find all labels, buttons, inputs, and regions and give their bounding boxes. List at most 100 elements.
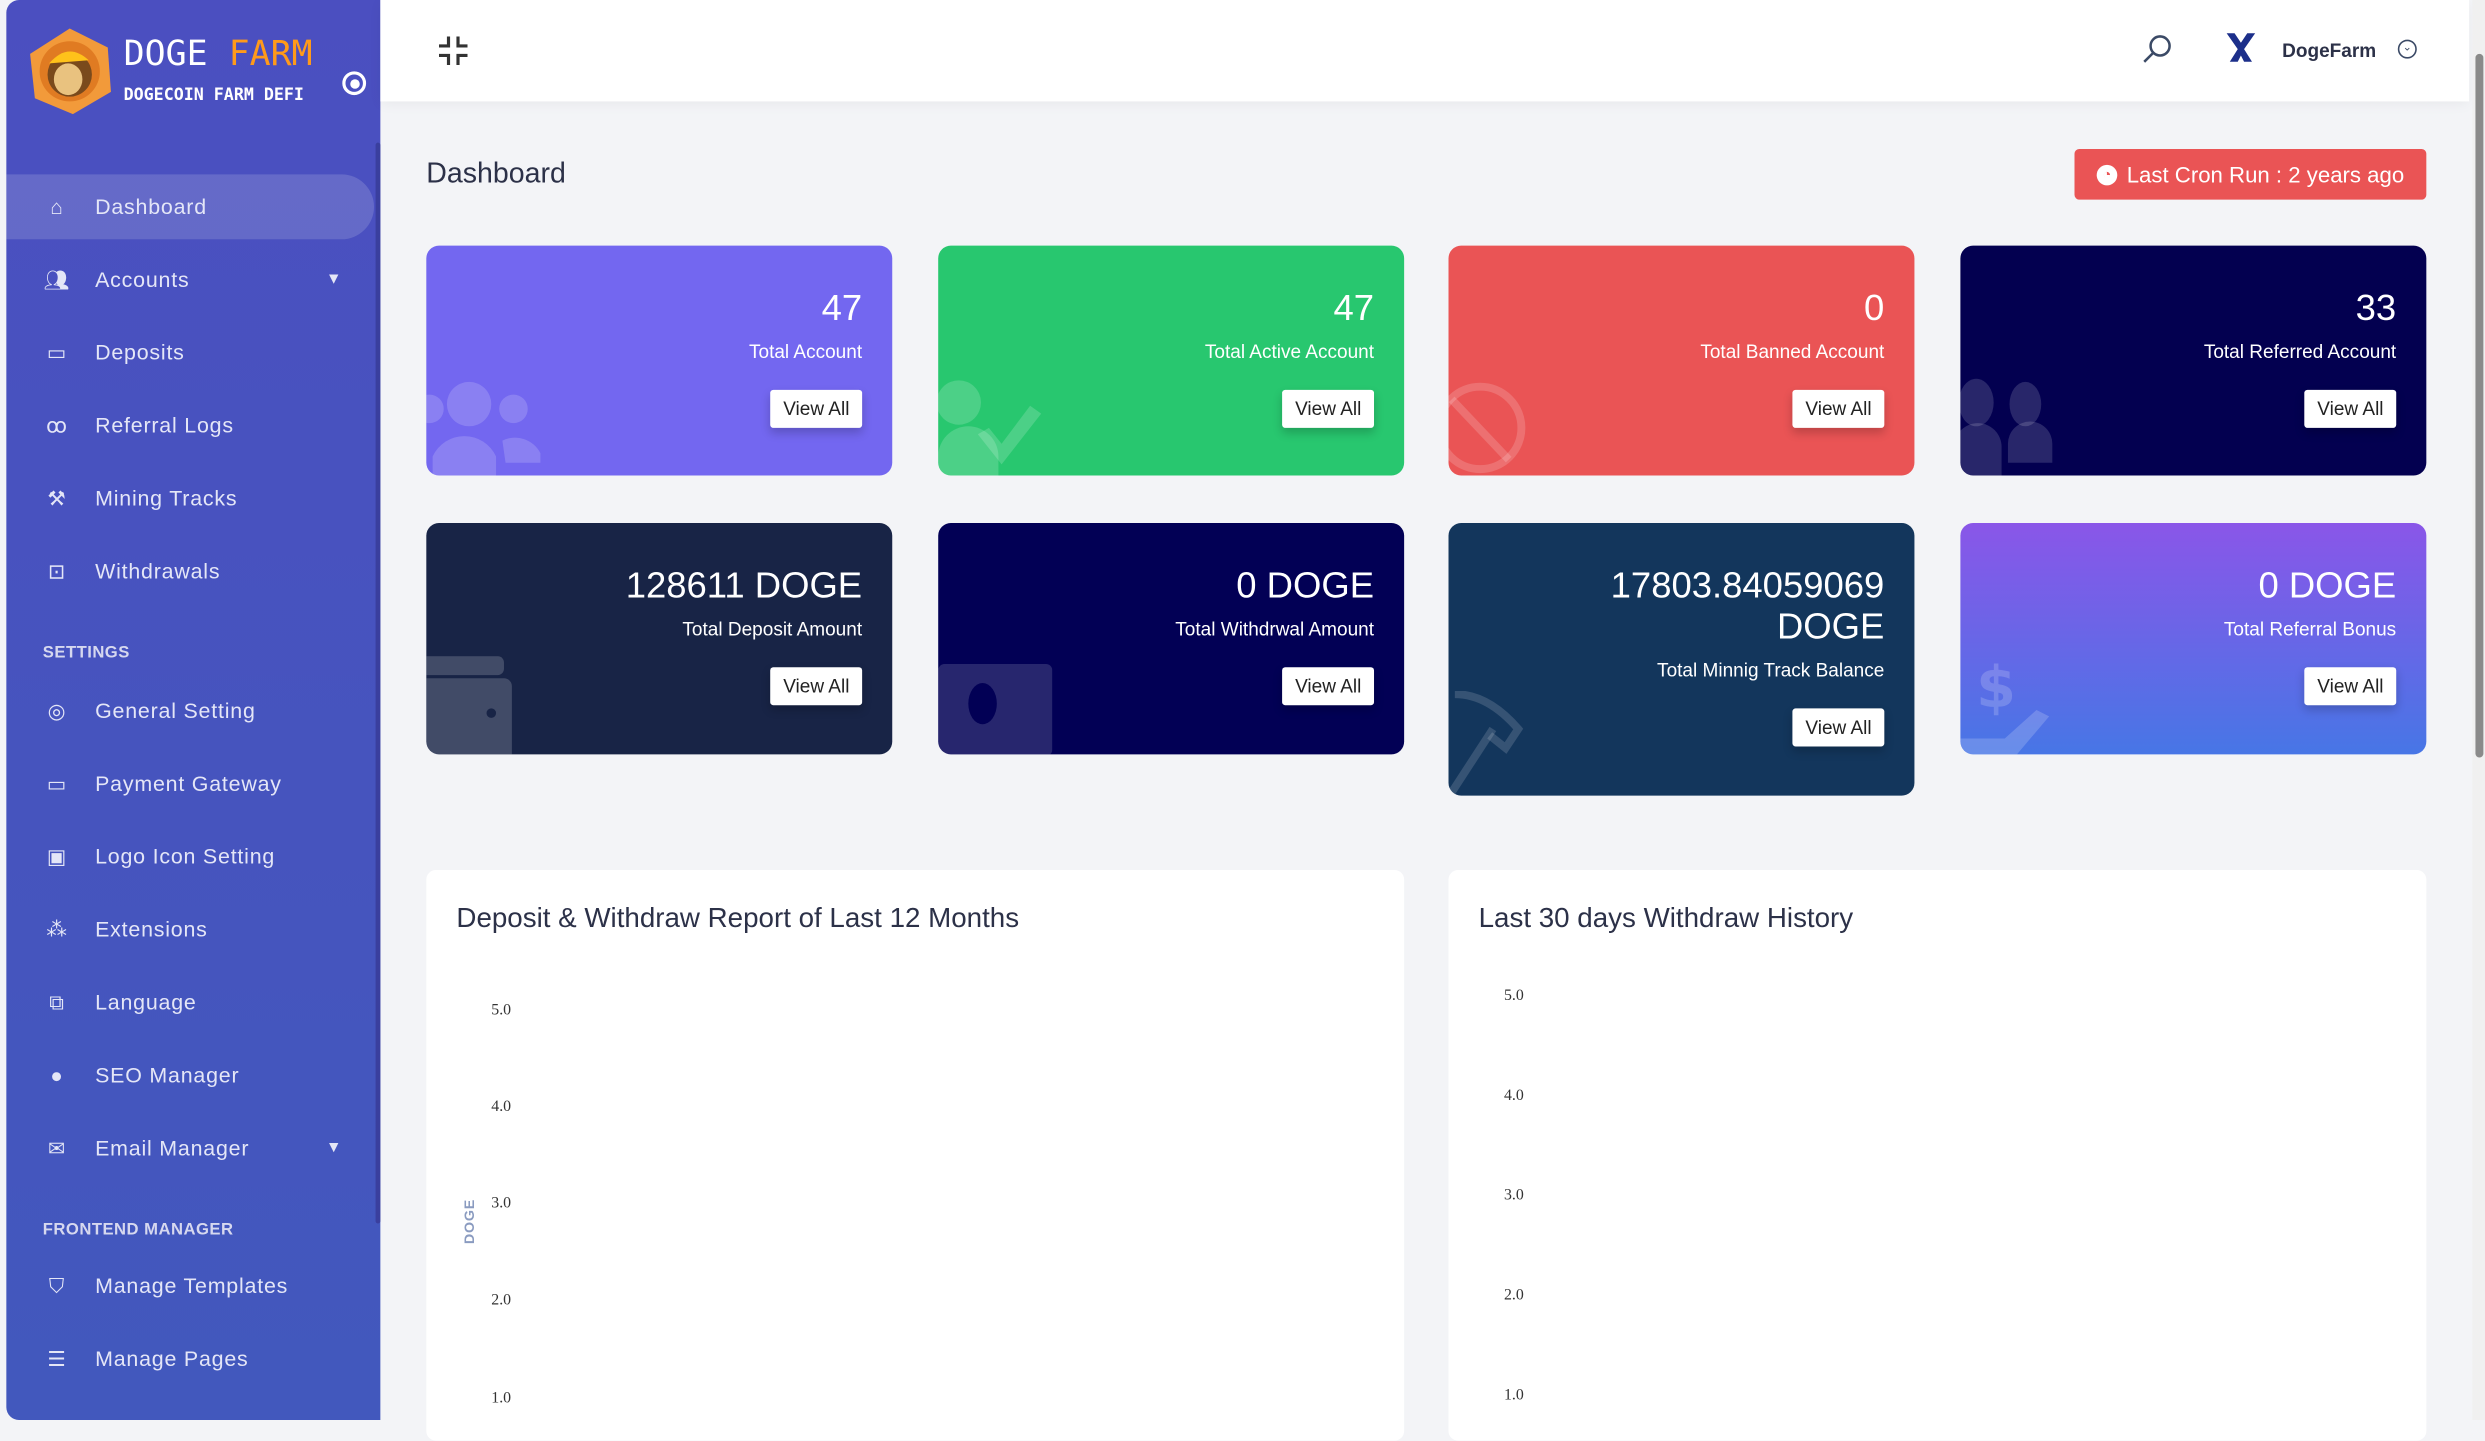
sidebar-item-manage-templates[interactable]: ⛉ Manage Templates [6,1254,374,1319]
users-icon [426,381,541,476]
fullscreen-compress-icon[interactable] [438,36,468,65]
y-tick: 1.0 [491,1389,512,1408]
sidebar-item-label: Accounts [95,267,190,292]
sidebar-item-label: Logo Icon Setting [95,844,276,869]
card-value: 33 [2355,286,2397,329]
sidebar-item-dashboard[interactable]: ⌂ Dashboard [6,174,375,240]
card-value: 17803.84059069 DOGE [1610,564,1885,647]
card-value: 128611 DOGE [625,564,863,606]
page-scrollbar[interactable] [2472,0,2485,1420]
card-label: Total Referral Bonus [2223,618,2397,641]
last-cron-run-button[interactable]: ◔ Last Cron Run : 2 years ago [2074,148,2427,200]
svg-text:$: $ [1976,655,2016,721]
chart-title: Last 30 days Withdraw History [1478,901,1854,934]
withdraw-history-chart-panel: Last 30 days Withdraw History 5.0 4.0 3.… [1448,870,2427,1441]
sidebar-scrollbar[interactable] [375,142,381,1224]
card-label: Total Minnig Track Balance [1657,659,1885,682]
sidebar-toggle-icon[interactable] [342,71,367,96]
sidebar-item-label: Deposits [95,340,185,365]
sidebar-item-withdrawals[interactable]: ⊡ Withdrawals [6,539,374,604]
card-total-banned-account: 0 Total Banned Account View All [1448,245,1915,476]
cron-label: Last Cron Run : 2 years ago [2126,161,2405,188]
wallet-icon: ▭ [46,339,68,364]
sidebar-item-label: Language [95,990,197,1015]
wallet-icon [426,656,512,755]
y-tick: 2.0 [491,1291,512,1310]
y-tick: 1.0 [1503,1386,1524,1405]
sidebar-item-email-manager[interactable]: ✉ Email Manager ▼ [6,1116,374,1181]
card-label: Total Banned Account [1700,340,1885,363]
card-label: Total Active Account [1204,340,1375,363]
page-title: Dashboard [426,156,566,189]
y-tick: 4.0 [1503,1087,1524,1105]
user-check-icon [938,380,1042,476]
life-ring-icon: ◎ [47,698,67,722]
sidebar-item-accounts[interactable]: 👥︎ Accounts ▼ [6,247,374,312]
sidebar-item-label: Referral Logs [95,413,234,438]
users-icon: 👥︎ [43,267,71,291]
username[interactable]: DogeFarm [2282,39,2377,62]
sidebar-item-payment-gateway[interactable]: ▭ Payment Gateway [6,751,374,816]
settings-heading: SETTINGS [42,643,130,663]
sidebar-item-deposits[interactable]: ▭ Deposits [6,320,374,385]
card-label: Total Referred Account [2203,340,2397,363]
view-all-button[interactable]: View All [1792,389,1885,428]
sidebar-item-referral-logs[interactable]: ꝏ Referral Logs [6,393,374,458]
sidebar-item-label: Dashboard [95,194,207,219]
envelope-icon: ✉ [48,1135,67,1160]
view-all-button[interactable]: View All [1282,667,1375,706]
card-value: 0 DOGE [1236,564,1375,606]
view-all-button[interactable]: View All [1282,389,1375,428]
html5-icon: ⛉ [48,1273,66,1298]
sidebar-item-label: SEO Manager [95,1063,240,1088]
clock-icon: ◔ [2096,164,2118,185]
y-axis-label: DOGE [461,1198,478,1245]
ban-icon [1448,382,1526,474]
hand-holding-dollar-icon: $ [1960,655,2050,755]
top-header: DogeFarm ⌄ [380,0,2470,102]
sidebar-item-label: Manage Templates [95,1274,289,1298]
sidebar-item-label: Email Manager [95,1136,250,1161]
view-all-button[interactable]: View All [1792,708,1885,747]
sidebar-item-label: Withdrawals [95,559,221,584]
sidebar-item-logo-icon-setting[interactable]: ▣ Logo Icon Setting [6,824,374,889]
sidebar-item-label: Payment Gateway [95,771,282,796]
sidebar-item-label: Mining Tracks [95,486,238,511]
users-icon [1960,378,2053,476]
sidebar-item-mining-tracks[interactable]: ⚒ Mining Tracks [6,466,374,531]
user-avatar[interactable] [2223,32,2258,67]
view-all-button[interactable]: View All [2304,667,2397,706]
referral-icon: ꝏ [46,412,68,437]
y-tick: 3.0 [1503,1187,1524,1205]
y-tick: 5.0 [1503,987,1524,1005]
sidebar-item-label: General Setting [95,698,256,723]
card-total-active-account: 47 Total Active Account View All [938,245,1405,476]
sidebar-item-general-setting[interactable]: ◎ General Setting [6,678,374,743]
frontend-manager-heading: FRONTEND MANAGER [42,1220,234,1240]
view-all-button[interactable]: View All [770,389,863,428]
card-total-mining-track-balance: 17803.84059069 DOGE Total Minnig Track Ba… [1448,522,1915,796]
sidebar-item-label: Manage Pages [95,1347,249,1371]
card-total-referral-bonus: $ 0 DOGE Total Referral Bonus View All [1960,522,2427,755]
search-icon[interactable] [2141,33,2173,65]
chevron-down-icon[interactable]: ⌄ [2397,39,2417,59]
view-all-button[interactable]: View All [2304,389,2397,428]
view-all-button[interactable]: View All [770,667,863,706]
card-total-deposit-amount: 128611 DOGE Total Deposit Amount View All [426,522,893,755]
chart-title: Deposit & Withdraw Report of Last 12 Mon… [456,901,1020,934]
sidebar-item-language[interactable]: ⧉ Language [6,970,374,1035]
globe-icon: ● [50,1063,64,1088]
brand-tagline: DOGECOIN FARM DEFI [123,85,304,105]
images-icon: ▣ [46,843,68,868]
sidebar-item-extensions[interactable]: ⁂ Extensions [6,897,374,962]
cogs-icon: ⁂ [46,916,68,941]
sidebar: DOGE FARM DOGECOIN FARM DEFI ⌂ Dashboard … [6,0,381,1420]
sidebar-item-seo-manager[interactable]: ● SEO Manager [6,1043,374,1108]
money-icon: ⊡ [48,558,67,583]
hammer-icon [1448,690,1524,795]
sidebar-item-manage-pages[interactable]: ☰ Manage Pages [6,1326,374,1391]
doge-farm-logo [30,28,111,115]
money-bill-icon [938,664,1053,755]
home-icon: ⌂ [50,194,64,219]
brand-name: DOGE FARM [123,34,313,75]
